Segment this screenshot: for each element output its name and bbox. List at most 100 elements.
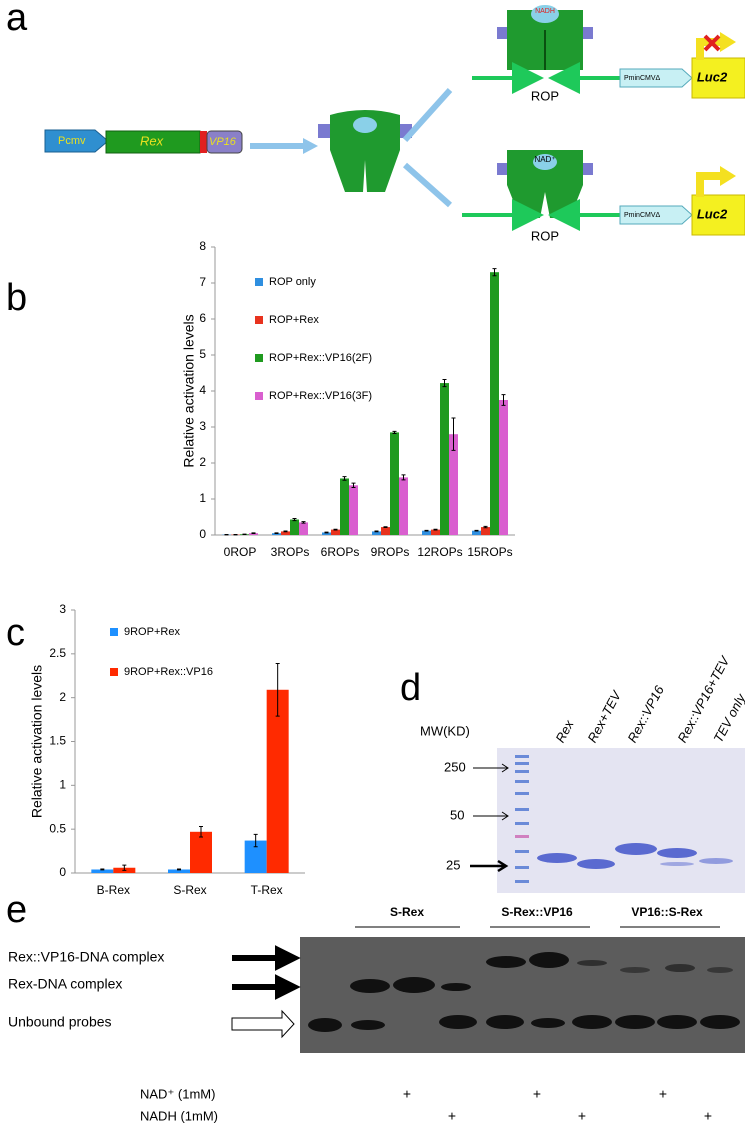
bar <box>372 531 381 535</box>
bar <box>244 840 267 873</box>
y-tick-label: 2 <box>59 690 66 704</box>
lane-label: TEV only <box>710 690 745 745</box>
blocked <box>703 34 721 52</box>
promoter-label: PminCMVΔ <box>624 75 661 82</box>
error-bar <box>122 864 127 871</box>
y-tick-label: 0.5 <box>49 821 66 835</box>
band-arrow <box>232 945 301 971</box>
error-bar <box>492 268 497 277</box>
luc-label: Luc2 <box>697 206 728 221</box>
bent-arrow <box>720 32 736 52</box>
error-bar <box>199 826 203 838</box>
bar <box>440 383 449 535</box>
luc-box <box>691 194 745 236</box>
y-tick-label: 7 <box>199 275 206 289</box>
lane-label: Rex <box>552 717 576 745</box>
error-bar <box>501 394 506 406</box>
bar <box>272 533 281 535</box>
x-tick-label: 0ROP <box>224 545 257 559</box>
bar <box>431 529 440 535</box>
error-bar <box>301 521 306 524</box>
bar <box>340 478 349 535</box>
x-tick-label: S-Rex <box>173 883 206 897</box>
error-bar <box>251 532 256 535</box>
promoter <box>619 68 693 88</box>
plus: + <box>403 1086 411 1102</box>
bar <box>299 522 308 535</box>
error-bar <box>177 868 181 871</box>
legend-label: ROP+Rex <box>269 314 319 326</box>
complex-bottom: NAD⁺ <box>497 150 593 218</box>
pcmv-label: Pcmv <box>58 135 86 147</box>
gel <box>300 937 745 1053</box>
gel <box>497 748 745 893</box>
x-tick-label: 9ROPs <box>371 545 410 559</box>
marker-label: 250 <box>444 759 466 774</box>
y-tick-label: 1.5 <box>49 734 66 748</box>
group-label: VP16::S-Rex <box>631 905 703 919</box>
y-tick-label: 0 <box>59 865 66 879</box>
panel-letter: a <box>6 0 28 39</box>
x-tick-label: 12ROPs <box>417 545 462 559</box>
panel-letters: a b c d e <box>6 0 421 931</box>
y-tick-label: 6 <box>199 311 206 325</box>
bar <box>249 533 258 535</box>
plus: + <box>448 1108 456 1124</box>
error-bar <box>351 482 356 488</box>
error-bar <box>483 525 488 529</box>
panel-letter: e <box>6 889 27 931</box>
error-bar <box>274 532 279 535</box>
legend-label: ROP+Rex::VP16(3F) <box>269 390 372 402</box>
error-bar <box>433 528 438 531</box>
legend-swatch <box>110 668 118 676</box>
error-bar <box>283 530 288 533</box>
promoter <box>619 205 693 225</box>
luc-label: Luc2 <box>697 69 728 84</box>
y-tick-label: 0 <box>199 527 206 541</box>
bar <box>331 529 340 535</box>
bent-arrow <box>720 166 736 186</box>
bent-arrow <box>696 172 722 197</box>
legend-swatch <box>255 278 263 286</box>
legend-label: ROP only <box>269 276 316 288</box>
y-tick-label: 2 <box>199 455 206 469</box>
arrow <box>402 87 453 143</box>
marker-arrow <box>473 763 509 773</box>
diagram: Pcmv Rex VP16 NADH NAD⁺ ROP ROP PminCMVΔ… <box>44 5 745 243</box>
panel-letter: d <box>400 667 421 709</box>
x-tick-label: 3ROPs <box>271 545 310 559</box>
error-bar <box>442 378 447 388</box>
bar <box>266 689 289 873</box>
bar <box>422 530 431 535</box>
pcmv-arrow <box>44 129 109 153</box>
group-label: S-Rex <box>390 905 424 919</box>
bar <box>381 527 390 535</box>
row-label: NADH (1mM) <box>140 1108 218 1123</box>
arrow <box>403 162 452 208</box>
legend-swatch <box>110 628 118 636</box>
y-tick-label: 3 <box>199 419 206 433</box>
y-tick-label: 5 <box>199 347 206 361</box>
vp16-box <box>206 130 243 154</box>
bar <box>490 272 499 535</box>
x-tick-label: B-Rex <box>97 883 130 897</box>
mw-label: MW(KD) <box>420 723 470 738</box>
x-tick-label: 15ROPs <box>467 545 512 559</box>
bar <box>472 530 481 535</box>
legend-label: 9ROP+Rex <box>124 626 180 638</box>
panel-letter: c <box>6 612 25 654</box>
error-bar <box>324 531 329 534</box>
bands <box>537 843 733 869</box>
gel-d: MW(KD) 250 50 25 <box>420 723 745 893</box>
band-label: Rex-DNA complex <box>8 976 122 992</box>
promoter-label: PminCMVΔ <box>624 212 661 219</box>
x-tick-label: T-Rex <box>251 883 283 897</box>
linker <box>200 131 207 153</box>
error-bar <box>424 529 429 532</box>
bar <box>190 831 212 873</box>
x-tick-label: 6ROPs <box>321 545 360 559</box>
marker-label: 25 <box>446 857 460 872</box>
bar <box>91 869 114 873</box>
lane-label: Rex+TEV <box>584 687 624 745</box>
plus: + <box>704 1108 712 1124</box>
